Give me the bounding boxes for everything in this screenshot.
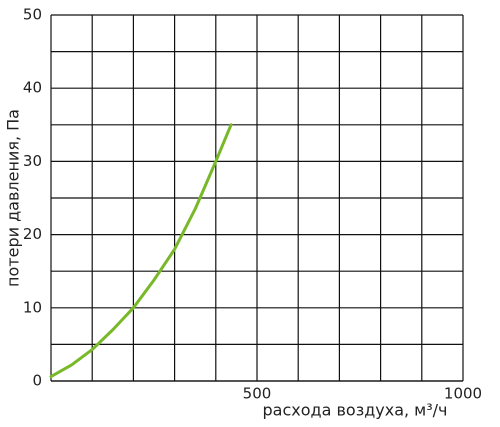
y-tick-label: 30 xyxy=(23,152,42,170)
y-tick-label: 50 xyxy=(23,6,42,24)
y-tick-label: 10 xyxy=(23,298,42,316)
data-line xyxy=(49,123,233,379)
y-axis-title: потери давления, Па xyxy=(4,109,23,287)
x-tick-label: 500 xyxy=(243,385,272,403)
y-tick-label: 0 xyxy=(32,372,42,390)
y-tick-label: 20 xyxy=(23,225,42,243)
y-tick-label: 40 xyxy=(23,79,42,97)
x-axis-title: расхода воздуха, м³/ч xyxy=(263,401,448,420)
x-tick-label: 1000 xyxy=(444,385,482,403)
